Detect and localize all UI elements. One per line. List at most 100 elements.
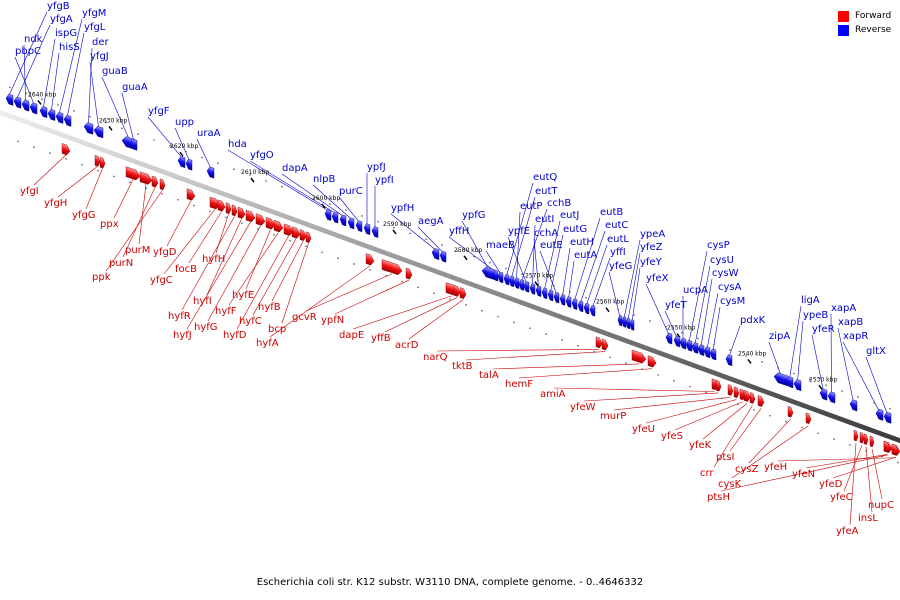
leader-line: [729, 408, 762, 452]
scale-dot: [857, 396, 859, 398]
gene-arrow-yfez: [625, 317, 631, 330]
leader-line: [51, 52, 60, 110]
gene-label-amia: amiA: [540, 389, 566, 400]
leader-line: [85, 168, 103, 210]
gene-label-purn: purN: [109, 258, 133, 269]
gene-label-hiss: hisS: [59, 42, 80, 53]
gene-label-ptsh: ptsH: [707, 492, 730, 503]
leader-line: [516, 211, 521, 280]
gene-label-focb: focB: [175, 264, 197, 275]
gene-arrow-ispg: [39, 106, 48, 118]
scale-dot: [201, 156, 203, 159]
gene-arrow-yfgl: [63, 114, 72, 127]
legend-reverse-label: Reverse: [855, 25, 892, 35]
gene-arrow-yfek: [743, 390, 751, 402]
gene-label-yfez: yfeZ: [640, 242, 663, 253]
leader-line: [574, 217, 601, 301]
scale-dot: [329, 203, 331, 206]
scale-dot: [697, 337, 699, 340]
label-leader-lines: [9, 11, 897, 526]
scale-dot: [289, 239, 291, 242]
scale-dot: [361, 215, 363, 217]
scale-dot: [673, 379, 675, 382]
gene-label-upp: upp: [175, 117, 194, 128]
gene-label-yffb: yffB: [371, 333, 391, 344]
tick-mark: [108, 125, 113, 131]
scale-dot: [881, 455, 883, 458]
scale-dot: [225, 216, 227, 219]
scale-dot: [865, 449, 867, 452]
gene-arrow-eutb: [571, 298, 578, 310]
gene-label-euti: eutI: [535, 214, 554, 225]
leader-line: [23, 44, 26, 101]
leader-line: [731, 425, 809, 479]
leader-line: [728, 325, 741, 357]
gene-label-nlpb: nlpB: [313, 174, 335, 185]
scale-dot: [601, 302, 603, 305]
scale-dot: [825, 384, 827, 386]
gene-label-ndk: ndk: [24, 34, 43, 45]
leader-line: [865, 446, 873, 513]
gene-arrow-cysm: [709, 348, 717, 361]
gene-label-purc: purC: [339, 186, 363, 197]
gene-label-yfes: yfeS: [661, 431, 683, 442]
scale-dot: [897, 461, 899, 464]
gene-label-yfew: yfeW: [570, 402, 596, 413]
gene-arrow-pdxk: [725, 354, 733, 367]
leader-line: [57, 166, 98, 198]
gene-arrow-cysu: [691, 342, 699, 354]
scale-dot: [513, 321, 515, 324]
gene-arrow-cysa: [703, 346, 711, 359]
reverse-swatch: [838, 24, 849, 36]
gene-arrow-ypea: [621, 316, 627, 328]
leader-line: [837, 327, 854, 403]
leader-line: [830, 313, 832, 395]
leader-line: [713, 405, 753, 468]
scale-dot: [841, 390, 843, 392]
gene-arrow-nlpb: [347, 217, 355, 230]
gene-label-eutg: eutG: [563, 224, 587, 235]
scale-dot: [537, 279, 539, 281]
leader-line: [163, 209, 216, 275]
legend-reverse: Reverse: [838, 23, 891, 37]
gene-label-hyfe: hyfE: [232, 290, 254, 301]
leader-line: [700, 278, 713, 347]
tick-label-2530-kbp: 2530 kbp: [809, 376, 837, 383]
scale-dot: [385, 274, 387, 277]
gene-label-hyfi: hyfI: [193, 296, 212, 307]
gene-label-xapb: xapB: [838, 317, 863, 328]
gene-arrow-yfgf: [177, 156, 186, 168]
scale-dot: [729, 349, 731, 351]
scale-dot: [633, 314, 635, 316]
gene-arrow-hyfi: [237, 206, 246, 219]
gene-arrow-acrd: [459, 287, 467, 299]
leader-line: [789, 305, 802, 379]
gene-label-yfgo: yfgO: [250, 150, 274, 161]
tick-label-2560-kbp: 2560 kbp: [596, 299, 624, 306]
gene-label-hyfg: hyfG: [194, 322, 218, 333]
tick-mark: [534, 281, 539, 287]
scale-dot: [129, 181, 131, 184]
gene-arrow-yfet: [673, 335, 681, 348]
dna-track: [0, 109, 900, 444]
gene-label-cchb: cchB: [547, 198, 571, 209]
leader-line: [865, 356, 888, 415]
gene-label-yfeu: yfeU: [632, 424, 655, 435]
gene-arrow-yffb: [453, 285, 461, 297]
leader-line: [448, 236, 496, 272]
tick-mark: [463, 255, 468, 261]
leader-line: [539, 250, 557, 294]
scale-dot: [337, 257, 339, 259]
gene-label-hyfa: hyfA: [256, 338, 279, 349]
scale-dot: [801, 426, 803, 429]
scale-dot: [617, 308, 619, 311]
gene-arrow-guaa: [129, 138, 138, 151]
leader-line: [17, 24, 51, 98]
gene-label-yfec: yfeC: [830, 492, 853, 503]
kbp-ticks: 2640 kbp 2630 kbp 2620 kbp 2610 kbp 2600 kbp…: [9, 86, 899, 464]
gene-label-yfet: yfeT: [665, 300, 688, 311]
leader-line: [228, 232, 279, 306]
scale-dot: [577, 344, 579, 347]
tick-mark: [818, 384, 823, 390]
